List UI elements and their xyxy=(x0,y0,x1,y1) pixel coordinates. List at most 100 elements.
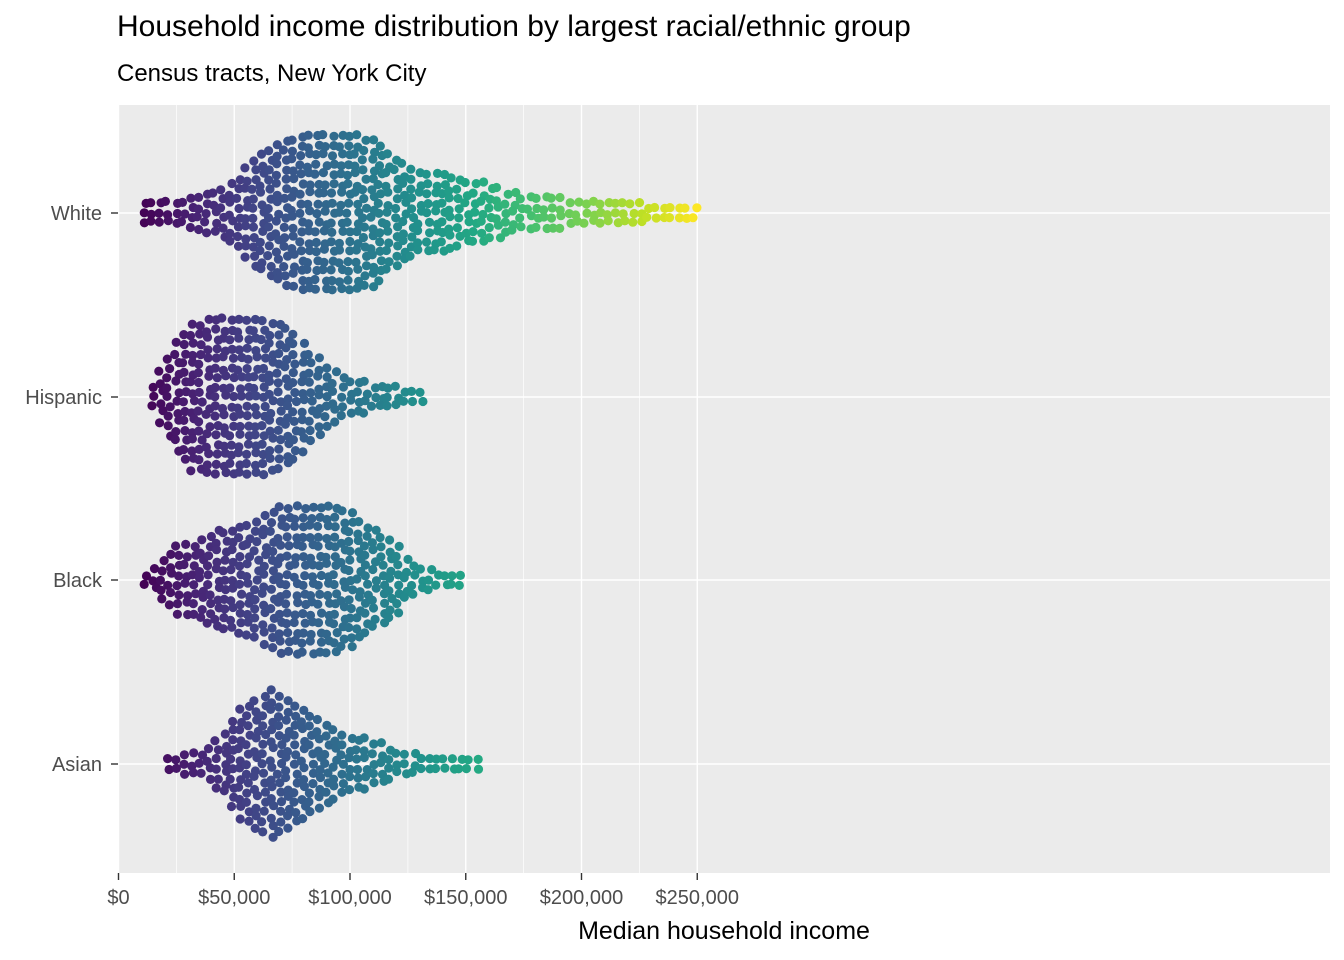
data-point xyxy=(296,246,306,256)
data-point xyxy=(299,705,309,716)
data-point xyxy=(281,580,291,590)
data-point xyxy=(189,748,199,758)
data-point xyxy=(312,727,322,737)
data-point xyxy=(261,550,271,560)
data-point xyxy=(235,608,245,618)
data-point xyxy=(384,755,394,765)
data-point xyxy=(248,194,258,204)
data-point xyxy=(296,199,306,209)
data-point xyxy=(196,612,206,623)
data-point xyxy=(445,212,455,222)
data-point xyxy=(361,772,371,782)
data-point xyxy=(305,425,315,436)
data-point xyxy=(338,226,348,236)
data-point xyxy=(258,530,268,540)
data-point xyxy=(317,608,327,618)
data-point xyxy=(235,552,245,562)
data-point xyxy=(258,620,268,630)
data-point xyxy=(250,585,260,595)
data-point xyxy=(196,340,206,350)
data-point xyxy=(281,522,291,532)
data-point xyxy=(406,164,416,174)
data-point xyxy=(288,329,298,339)
data-point xyxy=(366,401,377,411)
data-point xyxy=(316,637,327,647)
data-point xyxy=(244,391,254,401)
data-point xyxy=(227,544,237,555)
data-point xyxy=(477,228,487,238)
data-point xyxy=(206,531,216,542)
data-point xyxy=(281,599,291,609)
series-white xyxy=(139,130,702,295)
data-point xyxy=(147,401,157,411)
data-point xyxy=(281,733,291,743)
data-point xyxy=(369,135,379,145)
data-point xyxy=(287,192,297,202)
data-point xyxy=(194,192,204,202)
data-point xyxy=(329,774,339,784)
data-point xyxy=(345,772,355,782)
data-point xyxy=(330,417,340,427)
data-point xyxy=(342,217,352,227)
data-point xyxy=(288,268,298,278)
data-point xyxy=(203,345,213,355)
data-point xyxy=(311,237,321,248)
data-point xyxy=(267,782,277,792)
data-point xyxy=(228,216,238,226)
data-point xyxy=(407,204,417,214)
data-point xyxy=(385,573,395,583)
data-point xyxy=(303,130,313,140)
data-point xyxy=(225,774,235,784)
data-point xyxy=(179,559,189,570)
data-point xyxy=(345,377,355,387)
data-point xyxy=(290,559,300,569)
data-point xyxy=(288,223,298,233)
data-point xyxy=(418,396,428,407)
data-point xyxy=(298,357,309,367)
y-axis: White Hispanic Black Asian xyxy=(25,203,118,776)
data-point xyxy=(305,636,315,646)
data-point xyxy=(234,628,244,638)
data-point xyxy=(381,264,391,274)
data-point xyxy=(298,628,308,638)
data-point xyxy=(322,372,332,382)
data-point xyxy=(170,434,180,445)
data-point xyxy=(336,410,346,421)
data-point xyxy=(290,701,300,711)
data-point xyxy=(376,738,386,748)
data-point xyxy=(258,768,269,778)
data-point xyxy=(171,763,181,774)
data-point xyxy=(273,254,283,264)
data-point xyxy=(267,725,277,735)
data-point xyxy=(234,203,244,214)
data-point xyxy=(422,208,432,218)
data-point xyxy=(268,546,278,557)
data-point xyxy=(188,768,198,778)
data-point xyxy=(155,418,165,428)
data-point xyxy=(241,520,251,531)
data-point xyxy=(352,226,362,237)
data-point xyxy=(243,778,253,788)
data-point xyxy=(399,592,409,602)
data-point xyxy=(291,808,301,818)
data-point xyxy=(436,237,446,247)
data-point xyxy=(263,213,274,223)
data-point xyxy=(298,814,308,824)
data-point xyxy=(172,609,182,619)
data-point xyxy=(266,604,276,614)
data-point xyxy=(225,228,235,238)
data-point xyxy=(177,197,188,207)
data-point xyxy=(288,166,298,176)
data-point xyxy=(249,156,259,166)
data-point xyxy=(186,466,196,476)
data-point xyxy=(282,280,292,291)
data-point xyxy=(164,764,174,775)
data-point xyxy=(352,764,363,775)
data-point xyxy=(565,198,575,208)
data-point xyxy=(295,189,305,199)
data-point xyxy=(289,416,299,426)
data-point xyxy=(233,222,243,232)
data-point xyxy=(250,823,260,834)
data-point xyxy=(166,549,176,560)
data-point xyxy=(218,624,228,634)
